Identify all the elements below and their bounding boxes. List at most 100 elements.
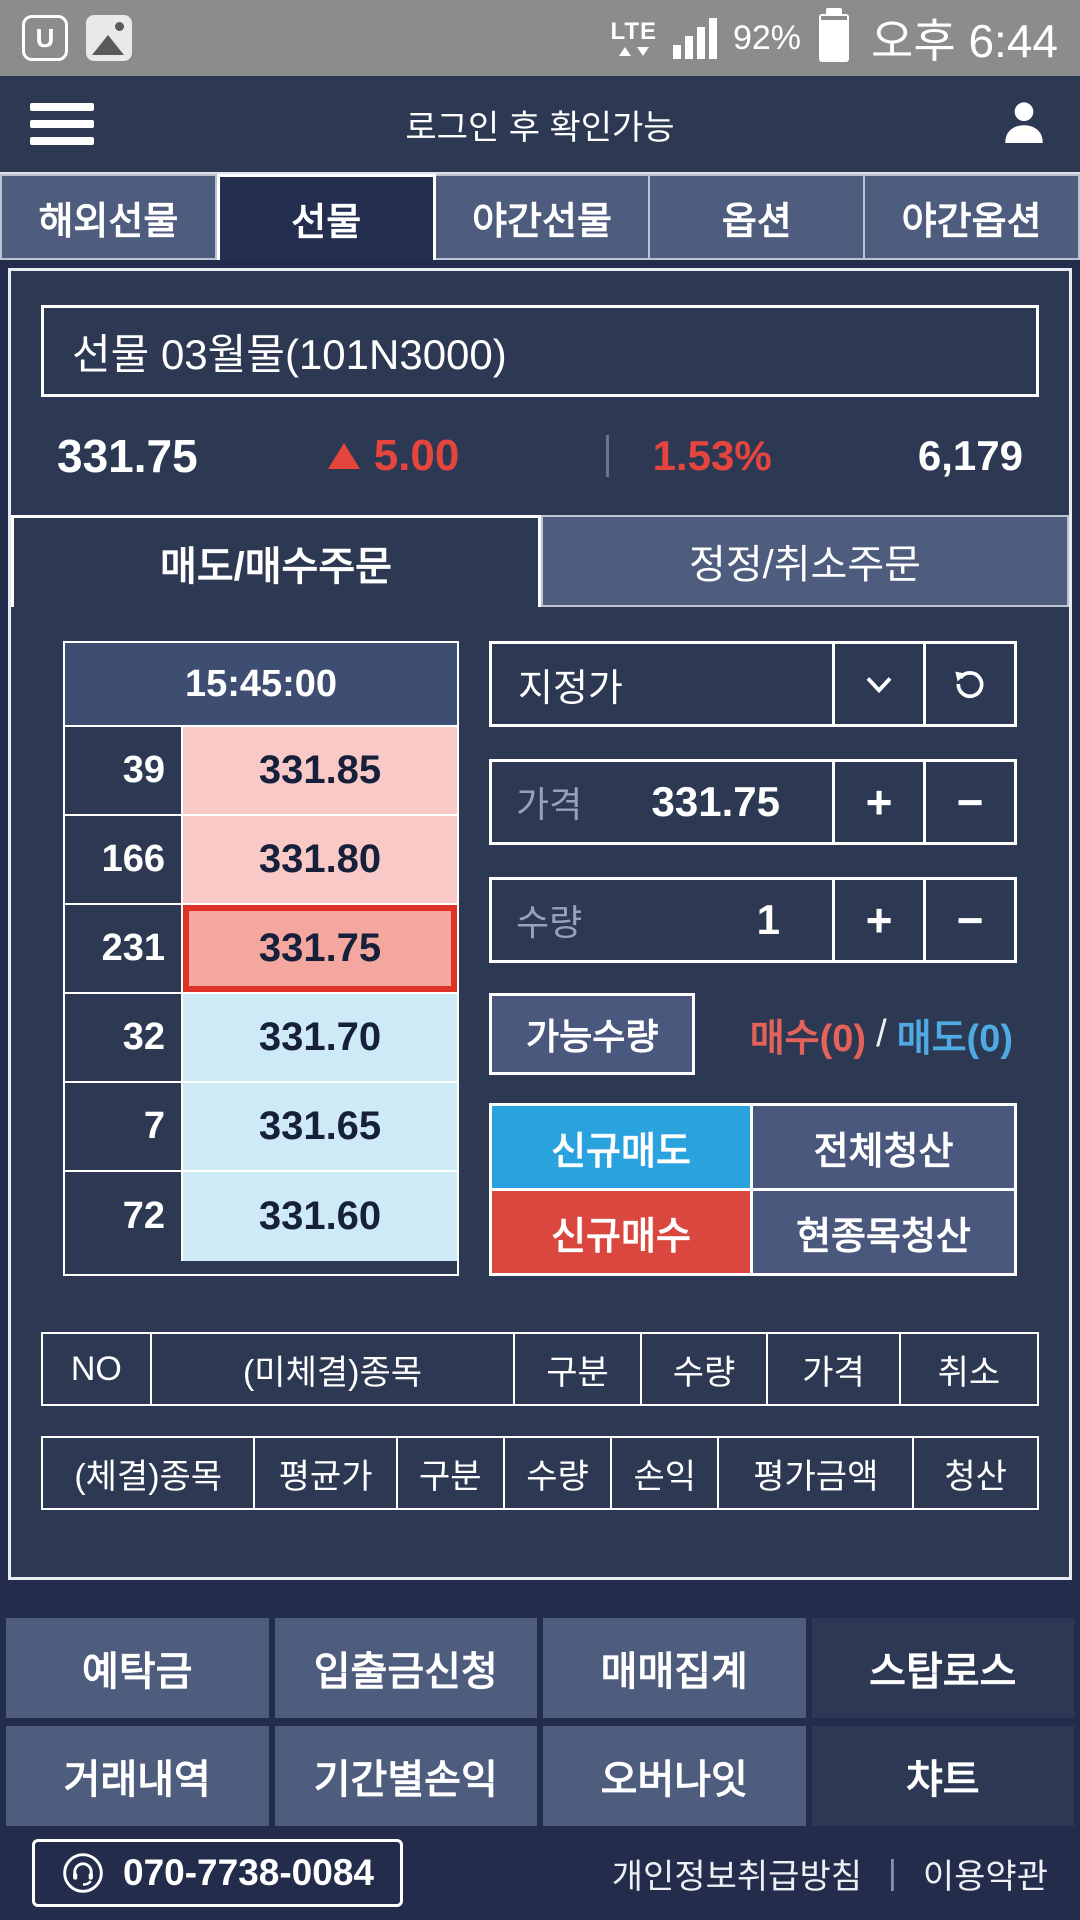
instrument-selector[interactable]: 선물 03월물(101N3000) (41, 305, 1039, 397)
trading-panel: 선물 03월물(101N3000) 331.75 5.00 1.53% 6,17… (8, 268, 1072, 1580)
ask-row-current: 231 331.75 (65, 905, 457, 994)
bid-quantity: 72 (65, 1172, 183, 1261)
menu-chart-button[interactable]: 챠트 (811, 1726, 1074, 1826)
tab-options[interactable]: 옵션 (650, 174, 866, 260)
tab-night-options[interactable]: 야간옵션 (865, 174, 1080, 260)
quantity-increase-button[interactable]: + (832, 877, 926, 963)
close-current-button[interactable]: 현종목청산 (750, 1188, 1017, 1276)
refresh-icon (955, 671, 984, 699)
price-change: 5.00 (327, 431, 459, 481)
person-icon (1005, 101, 1043, 143)
login-status-text: 로그인 후 확인가능 (405, 108, 675, 147)
available-quantity-row: 가능수량 매수(0) / 매도(0) (489, 993, 1017, 1075)
bid-row: 72 331.60 (65, 1172, 457, 1261)
bid-price[interactable]: 331.60 (183, 1172, 457, 1261)
battery-percent: 92% (732, 18, 802, 57)
quantity-label: 수량 (516, 902, 583, 943)
tab-sell-buy-order[interactable]: 매도/매수주문 (11, 515, 541, 607)
menu-button[interactable] (30, 103, 94, 145)
bid-price[interactable]: 331.70 (183, 994, 457, 1081)
quantity-value: 1 (756, 896, 780, 943)
tab-futures[interactable]: 선물 (216, 174, 436, 260)
volume: 6,179 (917, 432, 1024, 479)
order-action-buttons: 신규매도 전체청산 신규매수 현종목청산 (489, 1103, 1017, 1276)
col-pnl: 손익 (612, 1438, 720, 1508)
sell-count: 매도(0) (896, 1017, 1013, 1060)
available-quantity-button[interactable]: 가능수량 (489, 993, 696, 1075)
close-all-button[interactable]: 전체청산 (750, 1103, 1017, 1191)
bid-price[interactable]: 331.65 (183, 1083, 457, 1170)
terms-link[interactable]: 이용약관 (922, 1857, 1048, 1896)
refresh-button[interactable] (923, 641, 1017, 727)
pending-orders-header: NO (미체결)종목 구분 수량 가격 취소 (41, 1332, 1039, 1406)
call-support-button[interactable]: 070-7738-0084 (32, 1839, 403, 1907)
price-input[interactable]: 가격 331.75 (489, 759, 835, 845)
col-avg-price: 평균가 (255, 1438, 398, 1508)
ask-quantity: 39 (65, 727, 183, 814)
price-summary: 331.75 5.00 1.53% 6,179 (11, 397, 1069, 515)
uplus-app-icon: U (22, 15, 68, 61)
quantity-input-row: 수량 1 + − (489, 877, 1017, 963)
col-filled-symbol: (체결)종목 (43, 1438, 256, 1508)
market-tab-bar: 해외선물 선물 야간선물 옵션 야간옵션 (0, 172, 1080, 260)
col-liquidate: 청산 (944, 1457, 1007, 1496)
menu-stoploss-button[interactable]: 스탑로스 (811, 1618, 1074, 1718)
price-increase-button[interactable]: + (832, 759, 926, 845)
bid-row: 7 331.65 (65, 1083, 457, 1172)
menu-deposit-withdraw-button[interactable]: 입출금신청 (274, 1618, 537, 1718)
price-decrease-button[interactable]: − (923, 759, 1017, 845)
battery-icon (819, 8, 850, 62)
menu-deposit-button[interactable]: 예탁금 (6, 1618, 269, 1718)
count-divider: / (876, 1012, 887, 1055)
privacy-policy-link[interactable]: 개인정보취급방침 (611, 1857, 863, 1896)
chevron-down-icon (866, 677, 892, 694)
ask-price[interactable]: 331.80 (183, 816, 457, 903)
ask-price[interactable]: 331.85 (183, 727, 457, 814)
new-buy-button[interactable]: 신규매수 (489, 1188, 753, 1276)
bid-quantity: 7 (65, 1083, 183, 1170)
signal-strength-icon (672, 17, 717, 59)
menu-trade-history-button[interactable]: 거래내역 (6, 1726, 269, 1826)
order-type-dropdown-button[interactable] (832, 641, 926, 727)
quantity-input[interactable]: 수량 1 (489, 877, 835, 963)
col-type: 구분 (398, 1438, 505, 1508)
ask-price-current[interactable]: 331.75 (183, 905, 457, 992)
profile-button[interactable] (996, 94, 1052, 155)
price-input-row: 가격 331.75 + − (489, 759, 1017, 845)
menu-period-pnl-button[interactable]: 기간별손익 (274, 1726, 537, 1826)
bid-quantity: 32 (65, 994, 183, 1081)
change-percent: 1.53% (652, 432, 772, 479)
app-header: 로그인 후 확인가능 (0, 76, 1080, 172)
col-no: NO (43, 1334, 152, 1404)
book-time: 15:45:00 (65, 643, 457, 727)
col-quantity: 수량 (505, 1438, 613, 1508)
ask-row: 166 331.80 (65, 816, 457, 905)
footer: 070-7738-0084 개인정보취급방침 | 이용약관 (0, 1826, 1080, 1920)
order-type-row: 지정가 (489, 641, 1017, 727)
data-transfer-arrows-icon (618, 47, 649, 56)
order-type-select[interactable]: 지정가 (489, 641, 835, 727)
buy-count: 매수(0) (749, 1017, 867, 1060)
ask-row: 39 331.85 (65, 727, 457, 816)
price-label: 가격 (516, 784, 583, 825)
status-time: 오후 6:44 (871, 15, 1058, 67)
tab-overseas-futures[interactable]: 해외선물 (0, 174, 217, 260)
menu-trade-summary-button[interactable]: 매매집계 (543, 1618, 806, 1718)
status-indicators: LTE 92% 오후 6:44 (610, 5, 1058, 71)
order-tab-bar: 매도/매수주문 정정/취소주문 (11, 515, 1069, 607)
menu-overnight-button[interactable]: 오버나잇 (543, 1726, 806, 1826)
quantity-decrease-button[interactable]: − (923, 877, 1017, 963)
tab-night-futures[interactable]: 야간선물 (435, 174, 651, 260)
order-area: 15:45:00 39 331.85 166 331.80 231 331.75… (11, 607, 1069, 1276)
bid-row: 32 331.70 (65, 994, 457, 1083)
col-cancel: 취소 (937, 1353, 1001, 1392)
available-counts: 매수(0) / 매도(0) (750, 1007, 1017, 1062)
bottom-menu: 예탁금 입출금신청 매매집계 스탑로스 거래내역 기간별손익 오버나잇 챠트 (6, 1618, 1074, 1826)
col-quantity: 수량 (642, 1334, 769, 1404)
up-arrow-icon (327, 443, 360, 469)
support-phone-number: 070-7738-0084 (123, 1852, 374, 1893)
tab-modify-cancel-order[interactable]: 정정/취소주문 (541, 515, 1069, 607)
legal-links: 개인정보취급방침 | 이용약관 (612, 1849, 1048, 1898)
new-sell-button[interactable]: 신규매도 (489, 1103, 753, 1191)
